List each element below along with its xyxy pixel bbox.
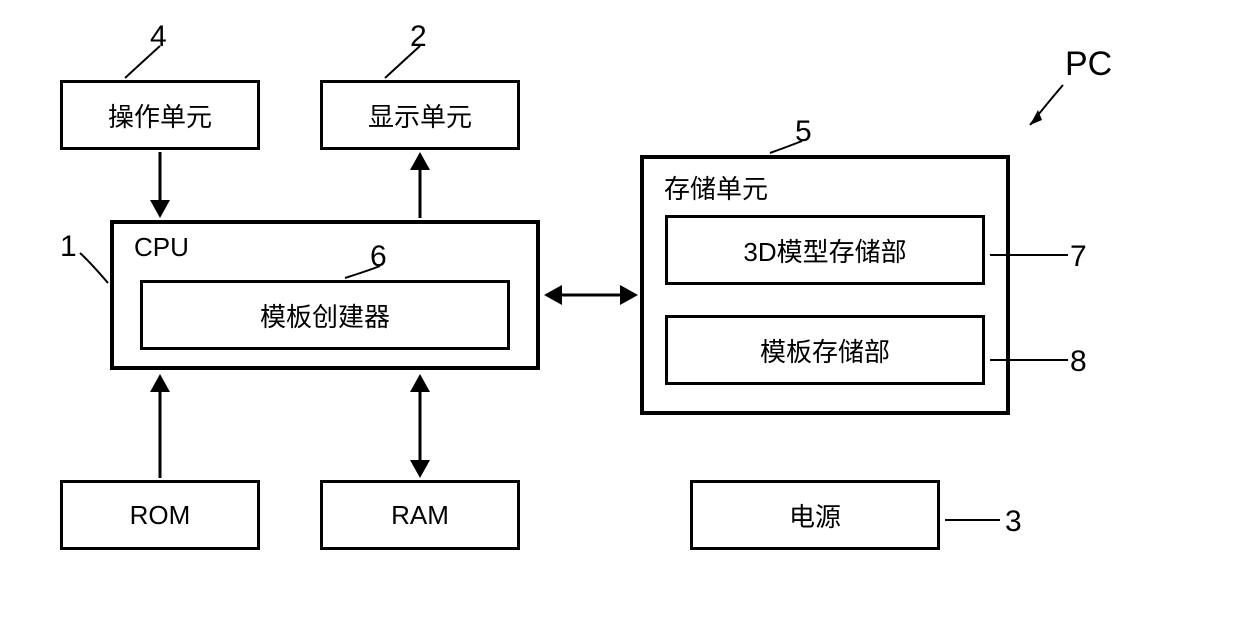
label-8: 8 — [1070, 345, 1087, 379]
template-creator-block: 模板创建器 — [140, 280, 510, 350]
diagram-canvas: 操作单元 显示单元 CPU 模板创建器 存储单元 3D模型存储部 模板存储部 R… — [0, 0, 1240, 636]
arrow-cpu-storage-head-r — [620, 285, 638, 305]
label-3: 3 — [1005, 505, 1022, 539]
display-unit-label: 显示单元 — [368, 97, 472, 134]
ram-block: RAM — [320, 480, 520, 550]
label-pc: PC — [1065, 45, 1112, 84]
arrow-cpu-ram-head-down — [410, 460, 430, 478]
operation-unit-block: 操作单元 — [60, 80, 260, 150]
power-block: 电源 — [690, 480, 940, 550]
power-label: 电源 — [789, 497, 841, 534]
leader-pc — [1030, 85, 1063, 125]
rom-label: ROM — [130, 500, 191, 531]
operation-unit-label: 操作单元 — [108, 97, 212, 134]
rom-block: ROM — [60, 480, 260, 550]
label-1: 1 — [60, 230, 77, 264]
model-storage-block: 3D模型存储部 — [665, 215, 985, 285]
template-storage-block: 模板存储部 — [665, 315, 985, 385]
label-7: 7 — [1070, 240, 1087, 274]
model-storage-label: 3D模型存储部 — [743, 232, 906, 269]
arrow-cpu-storage-head-l — [544, 285, 562, 305]
label-4: 4 — [150, 20, 167, 54]
label-2: 2 — [410, 20, 427, 54]
template-storage-label: 模板存储部 — [760, 332, 890, 369]
arrow-rom-cpu-head — [150, 374, 170, 392]
leader-pc-head — [1030, 110, 1042, 125]
arrow-cpu-disp-head — [410, 152, 430, 170]
arrow-cpu-ram-head-up — [410, 374, 430, 392]
template-creator-label: 模板创建器 — [260, 297, 390, 334]
label-5: 5 — [795, 115, 812, 149]
ram-label: RAM — [391, 500, 449, 531]
arrow-op-cpu-head — [150, 200, 170, 218]
label-6: 6 — [370, 240, 387, 274]
display-unit-block: 显示单元 — [320, 80, 520, 150]
leader-1 — [80, 253, 108, 283]
storage-unit-label: 存储单元 — [664, 169, 768, 206]
cpu-label: CPU — [134, 232, 189, 263]
